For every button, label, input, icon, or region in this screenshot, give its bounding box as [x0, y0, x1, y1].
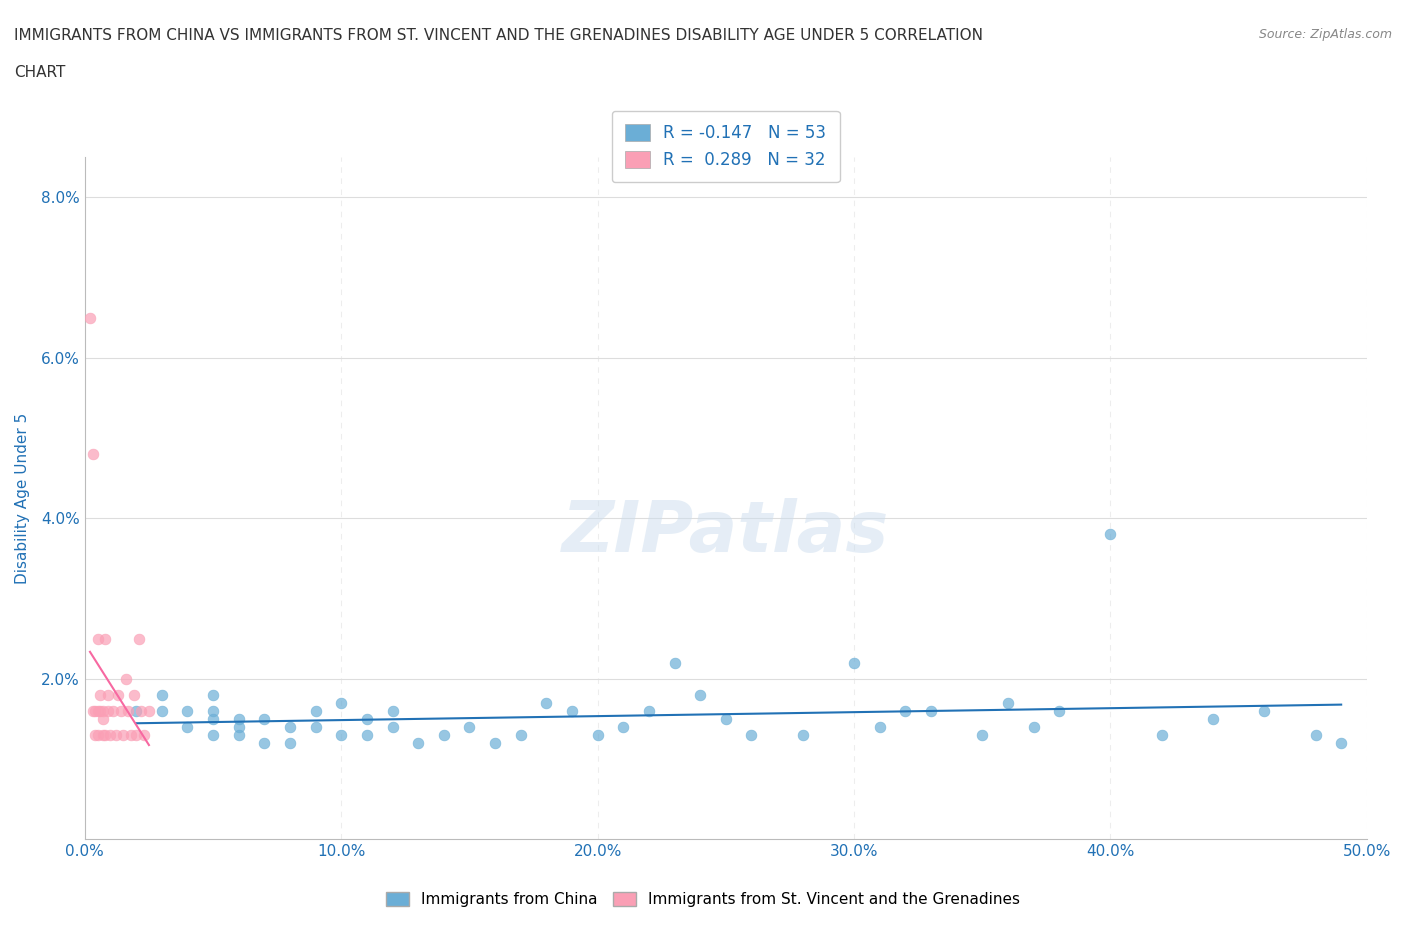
- Point: [82, 703, 104, 718]
- Point: [94, 631, 117, 646]
- Point: [278, 720, 301, 735]
- Point: [202, 703, 225, 718]
- Point: [101, 703, 124, 718]
- Point: [330, 727, 353, 742]
- Point: [125, 703, 148, 718]
- Point: [304, 703, 326, 718]
- Point: [129, 703, 152, 718]
- Point: [107, 687, 129, 702]
- Point: [1099, 526, 1122, 541]
- Point: [125, 727, 148, 742]
- Point: [536, 696, 558, 711]
- Point: [304, 720, 326, 735]
- Point: [228, 720, 250, 735]
- Point: [869, 720, 891, 735]
- Point: [117, 703, 139, 718]
- Point: [132, 727, 155, 742]
- Point: [150, 687, 173, 702]
- Point: [356, 711, 378, 726]
- Point: [689, 687, 711, 702]
- Point: [91, 711, 114, 726]
- Point: [84, 727, 107, 742]
- Point: [638, 703, 661, 718]
- Point: [356, 727, 378, 742]
- Point: [228, 711, 250, 726]
- Point: [1305, 727, 1327, 742]
- Point: [253, 736, 276, 751]
- Point: [894, 703, 917, 718]
- Point: [1330, 736, 1353, 751]
- Point: [202, 727, 225, 742]
- Point: [997, 696, 1019, 711]
- Point: [586, 727, 609, 742]
- Legend: R = -0.147   N = 53, R =  0.289   N = 32: R = -0.147 N = 53, R = 0.289 N = 32: [612, 111, 839, 182]
- Point: [115, 671, 138, 686]
- Point: [278, 736, 301, 751]
- Point: [381, 720, 404, 735]
- Text: ZIPatlas: ZIPatlas: [562, 498, 890, 566]
- Point: [91, 727, 114, 742]
- Point: [91, 703, 114, 718]
- Point: [972, 727, 994, 742]
- Point: [1150, 727, 1173, 742]
- Point: [1253, 703, 1275, 718]
- Point: [100, 727, 122, 742]
- Point: [86, 703, 108, 718]
- Y-axis label: Disability Age Under 5: Disability Age Under 5: [15, 413, 30, 584]
- Point: [561, 703, 583, 718]
- Point: [664, 656, 686, 671]
- Point: [714, 711, 737, 726]
- Point: [122, 687, 145, 702]
- Point: [458, 720, 481, 735]
- Point: [97, 703, 120, 718]
- Point: [84, 703, 107, 718]
- Point: [1047, 703, 1070, 718]
- Point: [381, 703, 404, 718]
- Point: [120, 727, 142, 742]
- Text: IMMIGRANTS FROM CHINA VS IMMIGRANTS FROM ST. VINCENT AND THE GRENADINES DISABILI: IMMIGRANTS FROM CHINA VS IMMIGRANTS FROM…: [14, 28, 983, 43]
- Point: [97, 687, 120, 702]
- Point: [228, 727, 250, 742]
- Point: [104, 727, 127, 742]
- Point: [612, 720, 634, 735]
- Point: [202, 687, 225, 702]
- Point: [89, 703, 111, 718]
- Point: [792, 727, 814, 742]
- Point: [79, 310, 101, 325]
- Point: [920, 703, 942, 718]
- Point: [89, 687, 111, 702]
- Point: [509, 727, 531, 742]
- Point: [82, 446, 104, 461]
- Point: [740, 727, 762, 742]
- Point: [484, 736, 506, 751]
- Point: [842, 656, 865, 671]
- Point: [330, 696, 353, 711]
- Text: CHART: CHART: [14, 65, 66, 80]
- Point: [433, 727, 456, 742]
- Point: [128, 631, 150, 646]
- Point: [86, 631, 108, 646]
- Text: Source: ZipAtlas.com: Source: ZipAtlas.com: [1258, 28, 1392, 41]
- Point: [253, 711, 276, 726]
- Point: [150, 703, 173, 718]
- Point: [110, 703, 132, 718]
- Point: [86, 727, 108, 742]
- Point: [176, 720, 198, 735]
- Point: [202, 711, 225, 726]
- Point: [176, 703, 198, 718]
- Legend: Immigrants from China, Immigrants from St. Vincent and the Grenadines: Immigrants from China, Immigrants from S…: [380, 885, 1026, 913]
- Point: [138, 703, 160, 718]
- Point: [406, 736, 429, 751]
- Point: [112, 727, 135, 742]
- Point: [1202, 711, 1225, 726]
- Point: [1022, 720, 1045, 735]
- Point: [94, 727, 117, 742]
